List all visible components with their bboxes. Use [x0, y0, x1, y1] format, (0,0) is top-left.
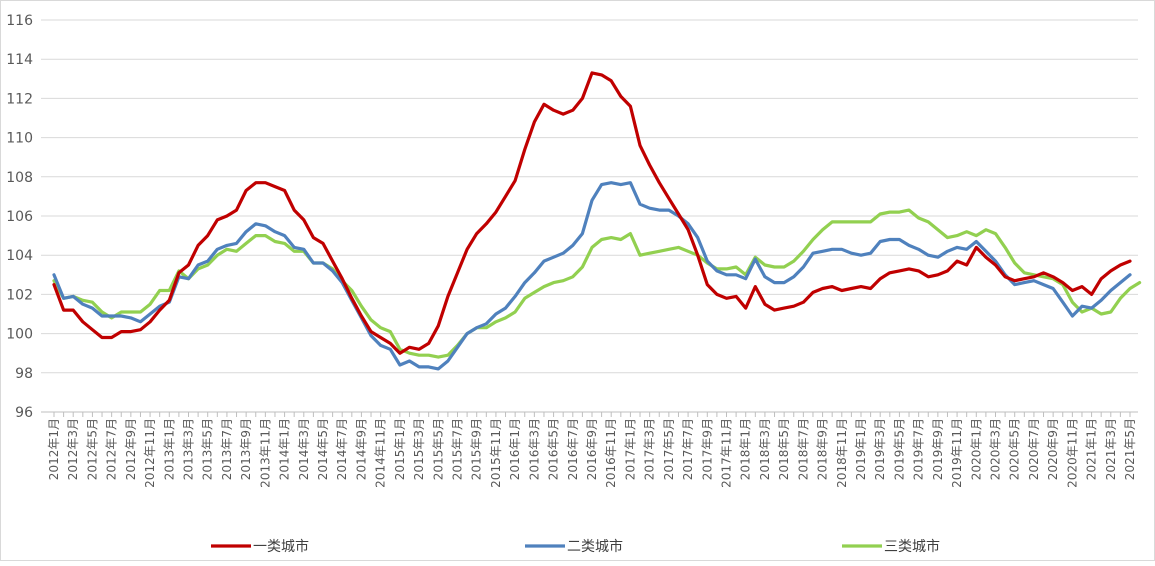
y-tick-label: 102 — [6, 287, 33, 303]
legend-label-1: 一类城市 — [253, 538, 309, 555]
x-tick-label: 2013年9月 — [239, 418, 253, 480]
x-tick-label: 2019年5月 — [892, 418, 906, 480]
x-axis: 2012年1月 2012年3月 2012年5月 2012年7月 2012年9月 2012年… — [41, 411, 1138, 488]
x-tick-label: 2015年1月 — [393, 418, 407, 480]
series-lines — [52, 71, 1142, 371]
x-tick-label: 2013年5月 — [201, 418, 215, 480]
y-tick-label: 108 — [6, 170, 33, 186]
x-tick-label: 2017年3月 — [643, 418, 657, 480]
y-tick-label: 110 — [6, 131, 33, 147]
y-tick-label: 100 — [6, 327, 33, 343]
x-tick-label: 2017年5月 — [662, 418, 676, 480]
x-tick-label: 2019年3月 — [873, 418, 887, 480]
x-tick-label: 2016年3月 — [527, 418, 541, 480]
x-tick-label: 2014年1月 — [278, 418, 292, 480]
x-tick-label: 2017年7月 — [681, 418, 695, 480]
x-tick-label: 2013年1月 — [162, 418, 176, 480]
series-line-1 — [52, 71, 1132, 355]
y-tick-label: 112 — [6, 91, 33, 107]
x-tick-label: 2012年7月 — [105, 418, 119, 480]
x-tick-label: 2015年5月 — [431, 418, 445, 480]
x-tick-label: 2021年3月 — [1104, 418, 1118, 480]
y-axis: 96 98 100 102 104 106 108 110 112 114 116 — [6, 13, 33, 421]
x-tick-label: 2013年11月 — [258, 418, 272, 488]
x-tick-label: 2018年5月 — [777, 418, 791, 480]
y-tick-label: 106 — [6, 209, 33, 225]
x-tick-label: 2014年9月 — [354, 418, 368, 480]
x-tick-label: 2018年11月 — [835, 418, 849, 488]
x-tick-label: 2020年9月 — [1046, 418, 1060, 480]
x-tick-label: 2020年7月 — [1027, 418, 1041, 480]
x-tick-label: 2018年7月 — [796, 418, 810, 480]
legend-label-2: 二类城市 — [567, 538, 623, 555]
y-tick-label: 104 — [6, 248, 33, 264]
x-tick-label: 2012年9月 — [124, 418, 138, 480]
x-tick-label: 2014年7月 — [335, 418, 349, 480]
x-tick-label: 2020年3月 — [989, 418, 1003, 480]
x-tick-label: 2012年3月 — [66, 418, 80, 480]
x-tick-label: 2016年7月 — [566, 418, 580, 480]
x-tick-label: 2019年7月 — [912, 418, 926, 480]
series-line-2 — [52, 181, 1132, 371]
x-tick-label: 2019年9月 — [931, 418, 945, 480]
x-tick-label: 2013年7月 — [220, 418, 234, 480]
x-tick-label: 2017年11月 — [720, 418, 734, 488]
x-tick-label: 2019年11月 — [950, 418, 964, 488]
x-tick-label: 2016年9月 — [585, 418, 599, 480]
x-tick-label: 2020年1月 — [969, 418, 983, 480]
y-tick-label: 96 — [15, 405, 33, 421]
x-tick-label: 2020年5月 — [1008, 418, 1022, 480]
x-tick-label: 2020年11月 — [1065, 418, 1079, 488]
x-tick-label: 2013年3月 — [182, 418, 196, 480]
x-tick-label: 2017年1月 — [623, 418, 637, 480]
x-tick-label: 2016年1月 — [508, 418, 522, 480]
x-tick-label: 2014年3月 — [297, 418, 311, 480]
y-tick-label: 98 — [15, 366, 33, 382]
x-tick-label: 2018年9月 — [816, 418, 830, 480]
x-tick-label: 2019年1月 — [854, 418, 868, 480]
legend-label-3: 三类城市 — [884, 538, 940, 555]
x-tick-label: 2015年7月 — [451, 418, 465, 480]
x-tick-label: 2015年9月 — [470, 418, 484, 480]
x-tick-label: 2021年1月 — [1085, 418, 1099, 480]
x-tick-label: 2016年5月 — [547, 418, 561, 480]
series-line-3 — [52, 208, 1142, 359]
x-tick-label: 2018年3月 — [758, 418, 772, 480]
x-tick-label: 2014年5月 — [316, 418, 330, 480]
x-tick-label: 2012年1月 — [47, 418, 61, 480]
y-tick-label: 114 — [6, 52, 33, 68]
x-tick-label: 2021年5月 — [1123, 418, 1137, 480]
x-tick-label: 2016年11月 — [604, 418, 618, 488]
x-tick-label: 2017年9月 — [700, 418, 714, 480]
x-tick-label: 2018年1月 — [739, 418, 753, 480]
x-tick-label: 2012年5月 — [85, 418, 99, 480]
x-tick-label: 2015年3月 — [412, 418, 426, 480]
x-tick-label: 2012年11月 — [143, 418, 157, 488]
y-tick-label: 116 — [6, 13, 33, 29]
legend: 一类城市 二类城市 三类城市 — [211, 538, 940, 555]
x-tick-label: 2014年11月 — [374, 418, 388, 488]
x-tick-label: 2015年11月 — [489, 418, 503, 488]
